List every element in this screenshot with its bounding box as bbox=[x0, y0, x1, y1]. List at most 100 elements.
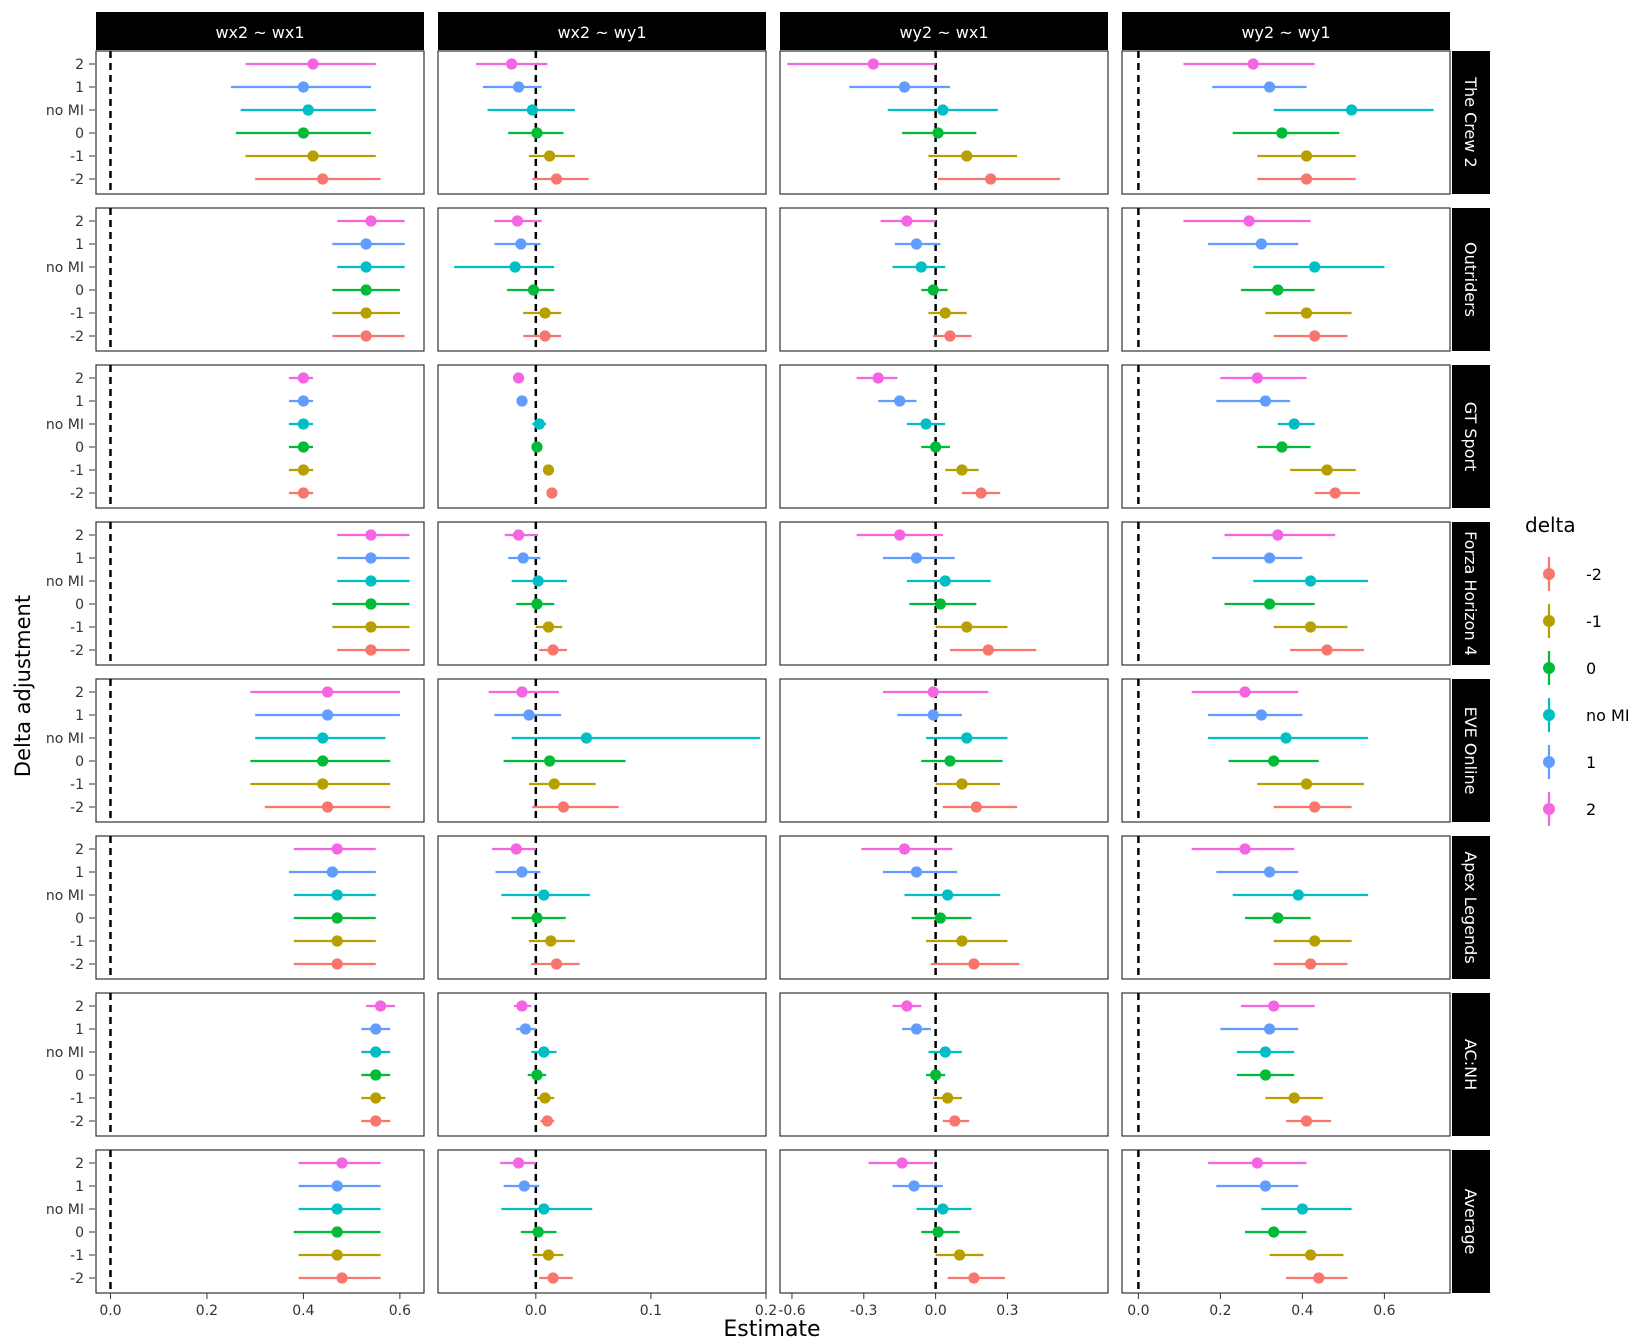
estimate-point bbox=[1309, 935, 1321, 947]
estimate-point bbox=[297, 395, 310, 407]
panel-average-wy2-wx1 bbox=[779, 1149, 1109, 1294]
estimate-point bbox=[531, 912, 543, 924]
row-strip-ac-nh bbox=[1452, 993, 1490, 1136]
legend-label: no MI bbox=[1586, 706, 1630, 725]
y-tick-label: 0 bbox=[75, 754, 84, 770]
estimate-point bbox=[512, 372, 525, 384]
y-tick-label: 2 bbox=[75, 528, 84, 544]
estimate-point bbox=[374, 1000, 387, 1012]
panel-gt-sport-wx2-wx1 bbox=[95, 364, 425, 509]
panel-border bbox=[779, 364, 1109, 509]
legend-label: -1 bbox=[1586, 612, 1602, 631]
panel-border bbox=[95, 992, 425, 1137]
estimate-point bbox=[1305, 1249, 1317, 1261]
estimate-point bbox=[1296, 1203, 1308, 1215]
panel-eve-online-wx2-wy1 bbox=[437, 678, 767, 823]
panel-border bbox=[437, 364, 767, 509]
panel-border bbox=[437, 992, 767, 1137]
x-tick-label: 0.0 bbox=[924, 1303, 946, 1319]
estimate-point bbox=[370, 1046, 382, 1058]
panel-border bbox=[779, 207, 1109, 352]
x-tick-label: 0.4 bbox=[292, 1303, 314, 1319]
y-tick-label: 0 bbox=[75, 597, 84, 613]
y-tick-label: no MI bbox=[46, 574, 84, 590]
estimate-point bbox=[896, 1157, 908, 1169]
estimate-point bbox=[975, 487, 987, 499]
estimate-point bbox=[516, 395, 528, 407]
estimate-point bbox=[944, 330, 956, 342]
estimate-point bbox=[1280, 732, 1292, 744]
x-tick-label: -0.6 bbox=[778, 1303, 805, 1319]
estimate-point bbox=[937, 104, 949, 116]
y-tick-label: -1 bbox=[70, 149, 84, 165]
y-tick-label: 0 bbox=[75, 283, 84, 299]
panel-ac-nh-wy2-wy1 bbox=[1121, 992, 1451, 1137]
y-tick-label: -2 bbox=[70, 1114, 84, 1130]
panel-ac-nh-wx2-wy1 bbox=[437, 992, 767, 1137]
estimate-point bbox=[1251, 1157, 1263, 1169]
estimate-point bbox=[365, 215, 377, 227]
panel-border bbox=[95, 364, 425, 509]
estimate-point bbox=[544, 755, 556, 767]
estimate-point bbox=[515, 238, 527, 250]
panel-border bbox=[1121, 207, 1451, 352]
y-tick-label: -2 bbox=[70, 172, 84, 188]
y-tick-label: no MI bbox=[46, 888, 84, 904]
estimate-point bbox=[937, 1203, 949, 1215]
y-axis-title: Delta adjustment bbox=[11, 595, 35, 777]
estimate-point bbox=[518, 1180, 530, 1192]
estimate-point bbox=[1264, 552, 1276, 564]
estimate-point bbox=[872, 372, 884, 384]
y-tick-label: 2 bbox=[75, 371, 84, 387]
panel-gt-sport-wy2-wy1 bbox=[1121, 364, 1451, 509]
estimate-point bbox=[365, 575, 377, 587]
estimate-point bbox=[365, 552, 377, 564]
estimate-point bbox=[360, 330, 372, 342]
estimate-point bbox=[968, 1272, 980, 1284]
estimate-point bbox=[1309, 330, 1321, 342]
estimate-point bbox=[336, 1157, 348, 1169]
estimate-point bbox=[1276, 441, 1288, 453]
estimate-point bbox=[901, 215, 913, 227]
estimate-point bbox=[370, 1092, 382, 1104]
panel-border bbox=[437, 50, 767, 195]
estimate-point bbox=[542, 1249, 555, 1261]
row-strip-forza-horizon-4 bbox=[1452, 522, 1490, 665]
row-strip-label: Outriders bbox=[1461, 242, 1480, 317]
y-tick-label: -1 bbox=[70, 777, 84, 793]
estimate-point bbox=[557, 801, 570, 813]
estimate-point bbox=[1300, 173, 1313, 185]
estimate-point bbox=[1288, 418, 1300, 430]
x-tick-label: 0.3 bbox=[996, 1303, 1018, 1319]
y-tick-label: 0 bbox=[75, 440, 84, 456]
estimate-point bbox=[1239, 843, 1251, 855]
estimate-point bbox=[956, 935, 968, 947]
estimate-point bbox=[934, 912, 947, 924]
estimate-point bbox=[1346, 104, 1358, 116]
row-strip-the-crew-2 bbox=[1452, 51, 1490, 194]
estimate-point bbox=[544, 150, 556, 162]
legend-title: delta bbox=[1525, 513, 1576, 537]
estimate-point bbox=[1259, 1069, 1272, 1081]
estimate-point bbox=[360, 238, 372, 250]
estimate-point bbox=[331, 1226, 343, 1238]
panel-border bbox=[95, 1149, 425, 1294]
estimate-point bbox=[910, 1023, 923, 1035]
y-tick-label: -1 bbox=[70, 934, 84, 950]
panel-average-wy2-wy1 bbox=[1121, 1149, 1451, 1294]
x-tick-label: 0.2 bbox=[755, 1303, 777, 1319]
panel-gt-sport-wy2-wx1 bbox=[779, 364, 1109, 509]
y-tick-label: no MI bbox=[46, 417, 84, 433]
estimate-point bbox=[550, 173, 563, 185]
legend-label: 1 bbox=[1586, 753, 1596, 772]
y-tick-label: -2 bbox=[70, 800, 84, 816]
x-tick-label: 0.4 bbox=[1291, 1303, 1313, 1319]
estimate-point bbox=[331, 1180, 343, 1192]
estimate-point bbox=[360, 261, 372, 273]
row-strip-gt-sport bbox=[1452, 365, 1490, 508]
y-tick-label: no MI bbox=[46, 103, 84, 119]
legend-item-1: -1 bbox=[1543, 604, 1602, 638]
estimate-point bbox=[1247, 58, 1259, 70]
y-tick-label: -1 bbox=[70, 463, 84, 479]
